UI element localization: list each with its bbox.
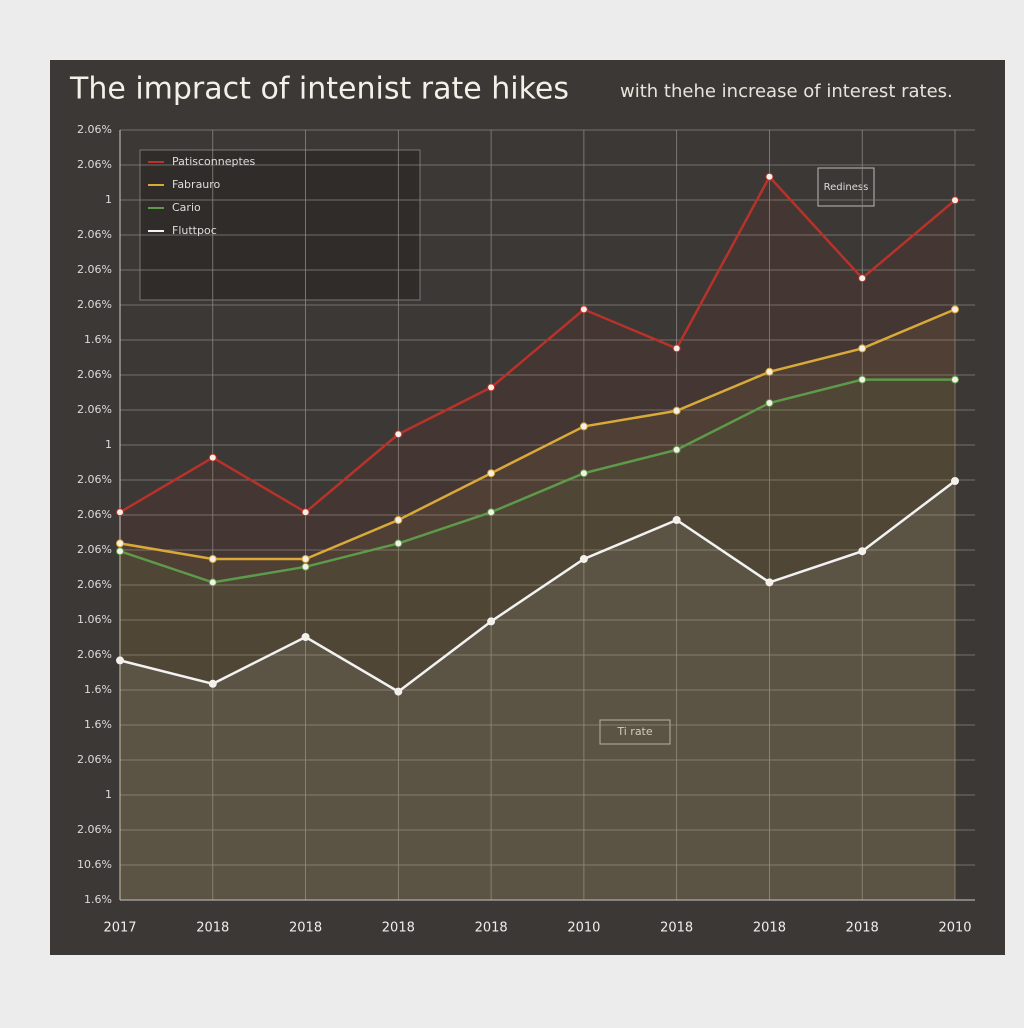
data-point <box>208 555 217 563</box>
x-tick-label: 2017 <box>103 921 136 936</box>
y-tick-label: 1.6% <box>84 718 112 731</box>
data-point <box>487 617 496 626</box>
y-tick-label: 1 <box>105 438 112 451</box>
y-tick-label: 2.06% <box>77 368 112 381</box>
y-tick-label: 2.06% <box>77 753 112 766</box>
data-point <box>858 344 867 353</box>
y-tick-label: 2.06% <box>77 508 112 521</box>
data-point <box>208 679 217 688</box>
series-line <box>119 174 956 514</box>
data-point <box>487 469 496 478</box>
x-tick-label: 2018 <box>475 921 508 936</box>
x-tick-label: 2018 <box>660 921 693 936</box>
data-point <box>858 375 867 384</box>
data-point <box>951 375 959 384</box>
series-line <box>119 480 956 694</box>
data-point <box>765 578 774 587</box>
data-point <box>765 399 774 407</box>
data-point <box>858 274 867 283</box>
annotation: Rediness <box>824 182 869 193</box>
data-point <box>579 469 588 478</box>
data-point <box>765 367 774 376</box>
x-tick-label: 2018 <box>753 921 786 936</box>
data-point <box>116 539 124 548</box>
data-point <box>301 555 310 563</box>
y-tick-label: 2.06% <box>77 123 112 136</box>
data-point <box>208 453 217 462</box>
y-tick-label: 2.06% <box>77 263 112 276</box>
data-point <box>951 196 959 205</box>
data-point <box>672 516 681 524</box>
data-point <box>208 578 217 587</box>
data-point <box>487 383 496 392</box>
y-tick-label: 2.06% <box>77 543 112 556</box>
series-area <box>120 176 955 901</box>
data-point <box>765 172 774 181</box>
data-point <box>116 656 124 665</box>
chart-subtitle: with thehe increase of interest rates. <box>620 81 953 102</box>
data-point <box>858 547 867 556</box>
series-area <box>120 481 955 900</box>
annotation: Ti rate <box>616 725 653 738</box>
data-point <box>951 305 959 314</box>
y-tick-label: 2.06% <box>77 823 112 836</box>
legend-label: Fluttpoc <box>172 224 217 237</box>
y-tick-label: 2.06% <box>77 578 112 591</box>
x-tick-label: 2010 <box>938 921 971 936</box>
series-area <box>120 309 955 900</box>
y-tick-label: 1.06% <box>77 613 112 626</box>
legend-label: Fabrauro <box>172 178 221 191</box>
data-point <box>579 555 588 563</box>
series-line <box>119 378 955 584</box>
y-tick-label: 1 <box>105 193 112 206</box>
series-area <box>120 379 955 901</box>
data-point <box>301 633 310 641</box>
series-line <box>119 308 956 561</box>
y-tick-label: 1.6% <box>84 893 112 906</box>
y-tick-label: 2.06% <box>77 298 112 311</box>
data-point <box>394 430 403 439</box>
data-point <box>394 539 403 548</box>
x-tick-label: 2018 <box>382 921 415 936</box>
y-tick-label: 1.6% <box>84 683 112 696</box>
data-point <box>579 422 588 431</box>
y-tick-label: 2.06% <box>77 228 112 241</box>
chart-title: The impract of intenist rate hikes <box>69 72 569 107</box>
y-tick-label: 2.06% <box>77 403 112 416</box>
x-tick-label: 2018 <box>846 921 879 936</box>
y-tick-label: 1.6% <box>84 333 112 346</box>
y-tick-label: 2.06% <box>77 158 112 171</box>
data-point <box>116 547 124 556</box>
data-point <box>579 305 588 314</box>
data-point <box>672 445 681 454</box>
data-point <box>301 562 310 571</box>
data-point <box>301 508 310 517</box>
data-point <box>672 344 681 353</box>
x-tick-label: 2018 <box>289 921 322 936</box>
data-point <box>672 406 681 415</box>
data-point <box>116 508 124 517</box>
legend-box <box>139 149 421 301</box>
y-tick-label: 2.06% <box>77 473 112 486</box>
data-point <box>951 477 959 485</box>
x-tick-label: 2018 <box>196 921 229 936</box>
data-point <box>487 508 496 517</box>
legend-label: Patisconneptes <box>172 155 256 168</box>
y-tick-label: 1 <box>105 788 112 801</box>
x-tick-label: 2010 <box>567 921 600 936</box>
annotation-box <box>599 719 671 745</box>
data-point <box>394 516 403 524</box>
legend-label: Cario <box>172 201 201 214</box>
data-point <box>394 687 403 696</box>
y-tick-label: 2.06% <box>77 648 112 661</box>
y-tick-label: 10.6% <box>77 858 112 871</box>
